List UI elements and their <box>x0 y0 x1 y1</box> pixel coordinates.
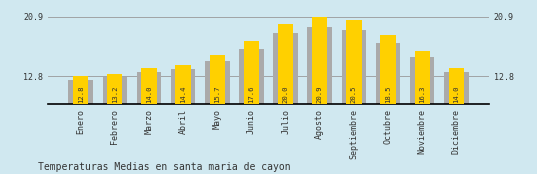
Bar <box>176 65 191 104</box>
Bar <box>376 43 401 104</box>
Text: 12.8: 12.8 <box>78 86 84 103</box>
Bar <box>278 24 293 104</box>
Bar <box>103 77 127 104</box>
Text: 16.3: 16.3 <box>419 86 425 103</box>
Bar <box>444 72 469 104</box>
Text: Temperaturas Medias en santa maria de cayon: Temperaturas Medias en santa maria de ca… <box>38 162 290 172</box>
Text: 20.5: 20.5 <box>351 86 357 103</box>
Bar <box>136 72 161 104</box>
Text: 17.6: 17.6 <box>249 86 255 103</box>
Text: 18.5: 18.5 <box>385 86 391 103</box>
Bar <box>171 69 195 104</box>
Text: 14.0: 14.0 <box>453 86 459 103</box>
Bar <box>380 35 396 104</box>
Text: 15.7: 15.7 <box>214 86 220 103</box>
Text: 13.2: 13.2 <box>112 86 118 103</box>
Bar <box>415 51 430 104</box>
Bar <box>209 55 225 104</box>
Bar <box>410 57 434 104</box>
Bar <box>449 68 464 104</box>
Bar <box>273 33 298 104</box>
Bar <box>346 20 361 104</box>
Bar <box>205 61 229 104</box>
Bar <box>141 68 157 104</box>
Text: 20.9: 20.9 <box>317 86 323 103</box>
Text: 20.0: 20.0 <box>282 86 288 103</box>
Text: 14.0: 14.0 <box>146 86 152 103</box>
Bar <box>244 41 259 104</box>
Bar <box>312 17 328 104</box>
Text: 14.4: 14.4 <box>180 86 186 103</box>
Bar <box>68 80 93 104</box>
Bar <box>342 30 366 104</box>
Bar <box>239 49 264 104</box>
Bar <box>107 74 122 104</box>
Bar <box>308 27 332 104</box>
Bar <box>73 77 88 104</box>
